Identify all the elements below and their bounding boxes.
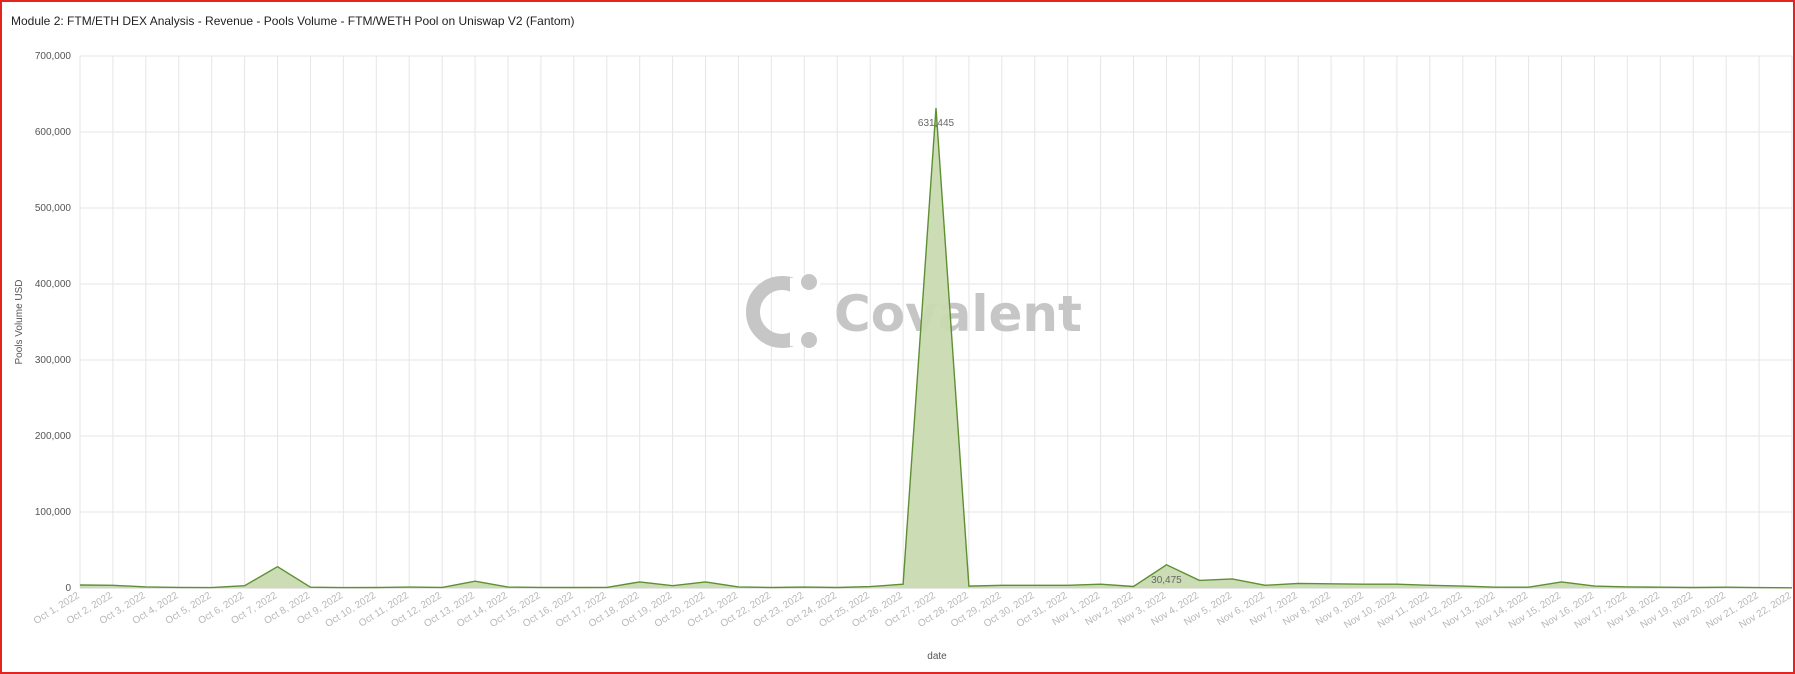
- covalent-watermark: Covalent: [746, 274, 1082, 348]
- x-axis-label: date: [927, 651, 947, 662]
- data-labels: 631,445 30,475: [918, 118, 1182, 586]
- chart-title: Module 2: FTM/ETH DEX Analysis - Revenue…: [11, 14, 575, 28]
- watermark-text: Covalent: [834, 285, 1082, 343]
- y-tick-label: 0: [65, 583, 71, 594]
- series-area: [79, 108, 1793, 589]
- y-axis-label: Pools Volume USD: [14, 279, 25, 364]
- y-tick-label: 700,000: [35, 51, 72, 62]
- series-area-fill: [80, 108, 1792, 588]
- y-tick-label: 500,000: [35, 203, 72, 214]
- y-tick-label: 600,000: [35, 127, 72, 138]
- y-tick-label: 200,000: [35, 431, 72, 442]
- data-label: 30,475: [1151, 575, 1182, 586]
- y-tick-label: 300,000: [35, 355, 72, 366]
- watermark-logo-dot-top: [801, 274, 817, 290]
- data-label: 631,445: [918, 118, 955, 129]
- y-tick-label: 400,000: [35, 279, 72, 290]
- y-axis-ticks: 0 100,000 200,000 300,000 400,000 500,000 600,…: [35, 51, 72, 594]
- y-tick-label: 100,000: [35, 507, 72, 518]
- series-line: [79, 108, 1793, 589]
- watermark-logo-dot-bottom: [801, 332, 817, 348]
